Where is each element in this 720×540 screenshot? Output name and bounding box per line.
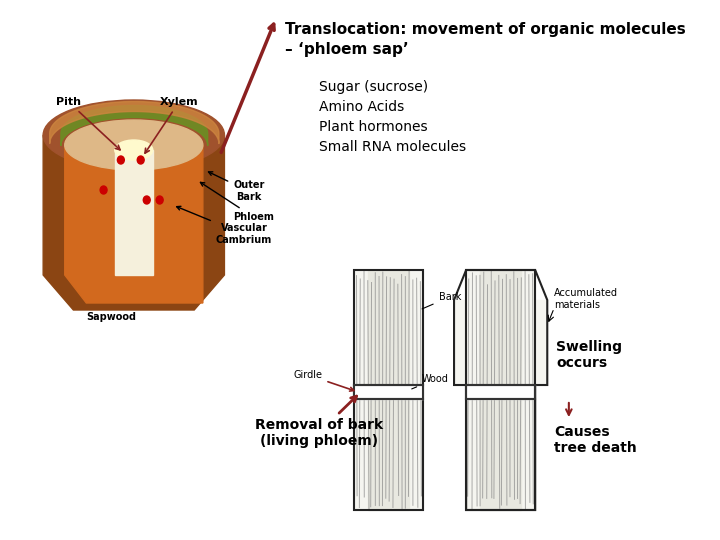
- Text: Swelling
occurs: Swelling occurs: [556, 340, 622, 370]
- Text: Phloem: Phloem: [200, 183, 274, 222]
- Text: Wood: Wood: [412, 374, 449, 389]
- Text: Removal of bark
(living phloem): Removal of bark (living phloem): [255, 396, 383, 448]
- Text: Translocation: movement of organic molecules: Translocation: movement of organic molec…: [285, 22, 685, 37]
- Text: Sugar (sucrose): Sugar (sucrose): [320, 80, 428, 94]
- Polygon shape: [114, 150, 153, 275]
- Text: Amino Acids: Amino Acids: [320, 100, 405, 114]
- Text: Accumulated
materials: Accumulated materials: [554, 288, 618, 309]
- Text: – ‘phloem sap’: – ‘phloem sap’: [285, 42, 408, 57]
- Text: Causes
tree death: Causes tree death: [554, 425, 637, 455]
- Circle shape: [138, 156, 144, 164]
- Circle shape: [156, 196, 163, 204]
- Text: Small RNA molecules: Small RNA molecules: [320, 140, 467, 154]
- Polygon shape: [65, 145, 203, 303]
- Text: Outer
Bark: Outer Bark: [209, 172, 264, 202]
- Text: Girdle: Girdle: [294, 370, 354, 391]
- Text: Bark: Bark: [422, 292, 461, 309]
- Polygon shape: [354, 270, 423, 510]
- Polygon shape: [480, 270, 521, 510]
- Polygon shape: [454, 300, 466, 385]
- Text: Vascular
Cambrium: Vascular Cambrium: [176, 206, 272, 245]
- Circle shape: [100, 186, 107, 194]
- Text: Plant hormones: Plant hormones: [320, 120, 428, 134]
- Ellipse shape: [43, 100, 225, 170]
- Text: Pith: Pith: [56, 97, 120, 150]
- Ellipse shape: [65, 120, 203, 170]
- Text: Sapwood: Sapwood: [86, 312, 136, 322]
- Polygon shape: [43, 135, 225, 310]
- Circle shape: [143, 196, 150, 204]
- Polygon shape: [354, 385, 423, 399]
- Polygon shape: [368, 270, 409, 510]
- Text: Xylem: Xylem: [145, 97, 198, 153]
- Polygon shape: [466, 385, 535, 399]
- Ellipse shape: [114, 140, 153, 160]
- Circle shape: [117, 156, 125, 164]
- Polygon shape: [535, 300, 547, 385]
- Polygon shape: [466, 270, 535, 510]
